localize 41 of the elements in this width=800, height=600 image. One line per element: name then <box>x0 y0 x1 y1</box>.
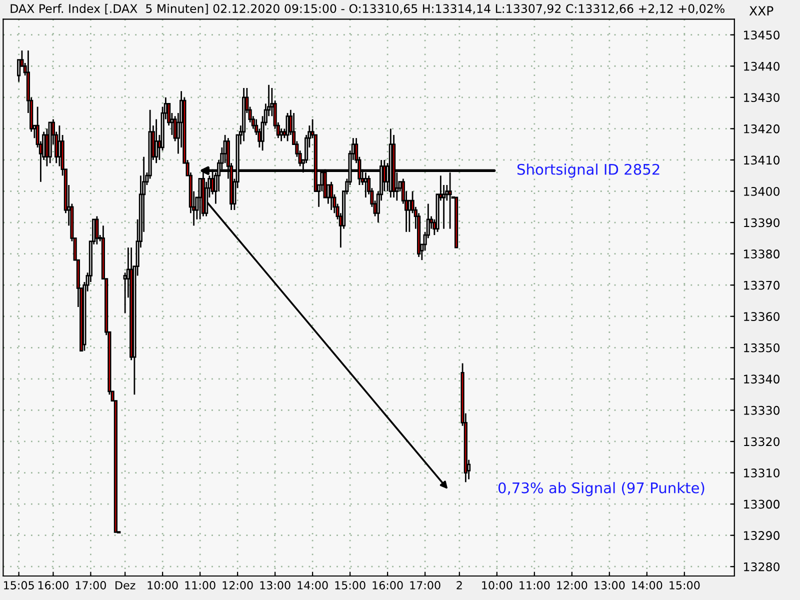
x-tick-label: 10:00 <box>148 581 178 590</box>
y-tick-label: 13350 <box>744 343 780 352</box>
x-tick-label: 13:00 <box>594 581 625 590</box>
y-axis-title: XXP <box>749 6 774 16</box>
x-tick-label: 17:00 <box>410 581 440 590</box>
y-tick-label: 13420 <box>744 124 780 134</box>
y-tick-label: 13310 <box>744 468 780 478</box>
x-tick-label: 12:00 <box>557 581 588 590</box>
y-tick-label: 13400 <box>744 186 780 196</box>
chart-title: DAX Perf. Index [.DAX 5 Minuten] 02.12.2020 09:15:00 - O:13310,65 H:13314,14 L:13307,92 C:13312,66 +2,12 +0,02% <box>10 4 724 14</box>
x-tick-label: 11:00 <box>185 581 216 590</box>
annotation: 0,73% ab Signal (97 Punkte) <box>498 482 704 496</box>
y-tick-label: 13360 <box>744 312 780 322</box>
x-tick-label: Dez <box>116 581 136 590</box>
x-tick-label: 15:05 <box>4 581 34 590</box>
x-tick-label: 17:00 <box>76 581 106 590</box>
x-tick-label: 16:00 <box>38 581 68 590</box>
x-tick-label: 10:00 <box>482 581 512 590</box>
y-tick-label: 13440 <box>744 62 780 71</box>
y-tick-label: 13450 <box>744 30 780 40</box>
y-tick-label: 13380 <box>744 250 780 258</box>
x-tick-label: 14:00 <box>298 581 328 590</box>
annotation: Shortsignal ID 2852 <box>517 164 660 178</box>
x-tick-label: 15:00 <box>670 581 700 590</box>
y-tick-label: 13330 <box>744 406 780 415</box>
y-tick-label: 13320 <box>744 437 780 446</box>
y-tick-label: 13390 <box>744 218 780 228</box>
y-tick-label: 13340 <box>744 374 780 384</box>
y-tick-label: 13430 <box>744 93 780 102</box>
x-tick-label: 16:00 <box>372 581 403 590</box>
y-tick-label: 13300 <box>744 500 780 509</box>
y-tick-label: 13280 <box>744 562 780 572</box>
y-tick-label: 13410 <box>744 156 780 165</box>
x-tick-label: 2 <box>456 581 462 590</box>
y-tick-label: 13290 <box>744 531 780 540</box>
x-tick-label: 14:00 <box>632 581 662 590</box>
x-tick-label: 15:00 <box>335 581 366 590</box>
x-tick-label: 12:00 <box>222 581 253 590</box>
x-tick-label: 11:00 <box>520 581 550 590</box>
x-tick-label: 13:00 <box>260 581 290 590</box>
y-tick-label: 13370 <box>744 280 780 290</box>
